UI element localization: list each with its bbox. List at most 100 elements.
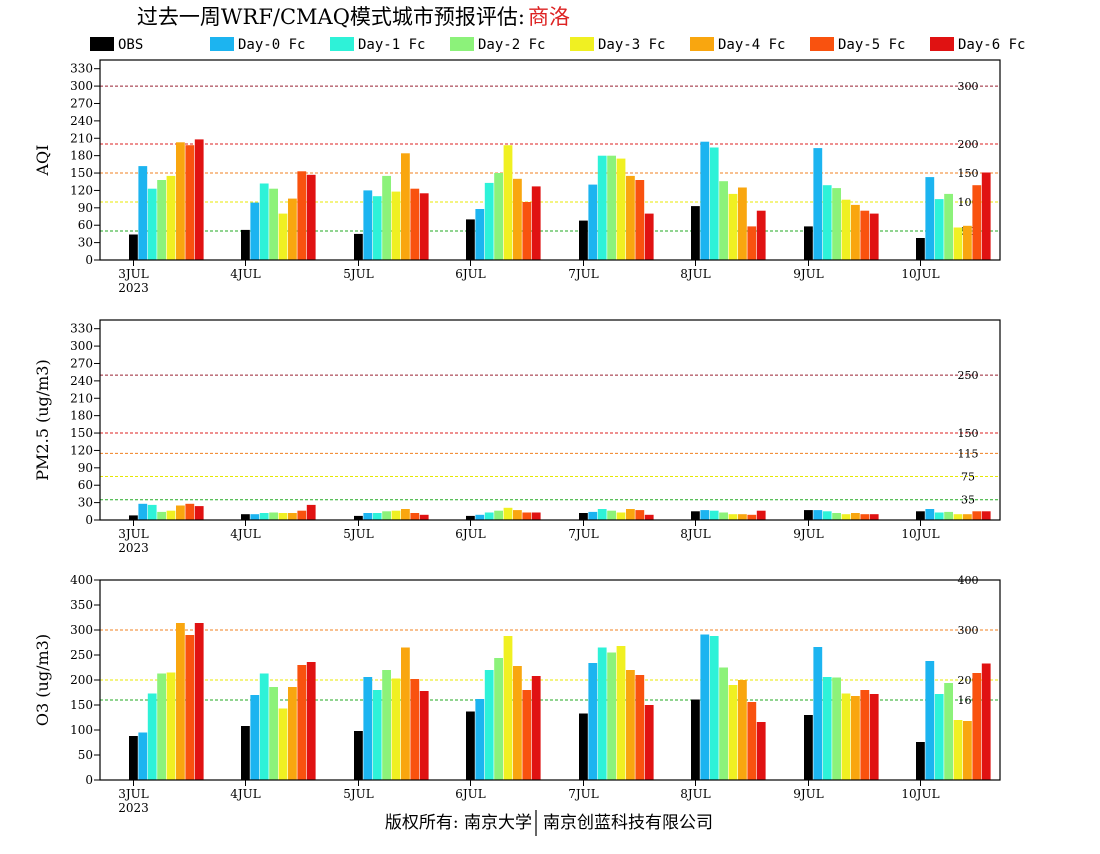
bar bbox=[934, 694, 944, 780]
title-main: 过去一周WRF/CMAQ模式城市预报评估: bbox=[137, 5, 525, 29]
y-tick-label: 30 bbox=[78, 236, 93, 250]
bar bbox=[963, 721, 972, 780]
bar bbox=[484, 512, 494, 520]
y-tick-label: 400 bbox=[70, 573, 93, 587]
y-tick-label: 350 bbox=[70, 598, 93, 612]
title-city: 商洛 bbox=[528, 5, 570, 29]
bar bbox=[259, 513, 269, 520]
y-tick-label: 60 bbox=[78, 218, 93, 232]
x-tick-label: 4JUL bbox=[230, 787, 261, 801]
bar bbox=[166, 672, 176, 780]
bar bbox=[832, 677, 841, 780]
bar bbox=[804, 715, 813, 780]
footer-svg: 版权所有: 南京大学 南京创蓝科技有限公司 bbox=[385, 810, 713, 836]
x-tick-label: 6JUL bbox=[455, 527, 486, 541]
bar bbox=[747, 226, 757, 260]
bar bbox=[278, 708, 288, 780]
bar bbox=[813, 148, 823, 260]
bar bbox=[531, 676, 541, 780]
footer-copyright: 版权所有: 南京大学 bbox=[385, 813, 532, 833]
bar bbox=[147, 188, 157, 260]
bar bbox=[269, 188, 278, 260]
y-tick-label: 210 bbox=[70, 391, 93, 405]
bar bbox=[176, 505, 185, 520]
y-tick-label: 330 bbox=[70, 322, 93, 336]
y-tick-label: 300 bbox=[70, 79, 93, 93]
x-tick-label: 8JUL bbox=[680, 267, 711, 281]
threshold-label: 115 bbox=[958, 447, 979, 460]
y-tick-label: 300 bbox=[70, 623, 93, 637]
y-tick-label: 300 bbox=[70, 339, 93, 353]
bar bbox=[269, 687, 278, 780]
bar bbox=[269, 512, 278, 520]
bar bbox=[972, 511, 982, 520]
bar bbox=[691, 206, 700, 260]
x-year-label: 2023 bbox=[118, 541, 149, 555]
bar bbox=[157, 673, 166, 780]
bar bbox=[475, 699, 485, 780]
bar bbox=[925, 661, 935, 780]
bar bbox=[166, 175, 176, 260]
x-tick-label: 5JUL bbox=[343, 787, 374, 801]
chart-panel-2: 0 30 60 90 120 150 180 210 240 270 300 330 PM2.5 (ug… bbox=[33, 319, 1001, 555]
bar bbox=[194, 139, 204, 260]
threshold-label: 35 bbox=[961, 494, 975, 507]
bar bbox=[466, 219, 475, 260]
bar bbox=[719, 512, 728, 520]
bar bbox=[747, 514, 757, 520]
bar bbox=[869, 213, 879, 260]
bar bbox=[700, 141, 710, 260]
bar bbox=[972, 673, 982, 780]
bar bbox=[953, 720, 963, 780]
bar bbox=[851, 513, 860, 520]
bar bbox=[250, 695, 260, 780]
y-tick-label: 180 bbox=[70, 409, 93, 423]
bar bbox=[372, 690, 382, 780]
y-tick-label: 30 bbox=[78, 496, 93, 510]
x-tick-label: 8JUL bbox=[680, 527, 711, 541]
bar bbox=[513, 510, 522, 520]
y-tick-label: 90 bbox=[78, 461, 93, 475]
x-tick-label: 6JUL bbox=[455, 267, 486, 281]
bar bbox=[841, 514, 851, 520]
bar bbox=[147, 693, 157, 780]
y-axis-label: PM2.5 (ug/m3) bbox=[33, 359, 52, 480]
bar bbox=[953, 227, 963, 260]
y-tick-label: 150 bbox=[70, 426, 93, 440]
bar bbox=[972, 185, 982, 260]
bar bbox=[756, 510, 766, 520]
bar bbox=[241, 229, 250, 260]
bar bbox=[588, 184, 598, 260]
bar bbox=[851, 204, 860, 260]
bar bbox=[363, 677, 373, 780]
x-tick-label: 3JUL bbox=[118, 527, 149, 541]
bar bbox=[466, 711, 475, 780]
threshold-label: 150 bbox=[958, 427, 979, 440]
bar bbox=[944, 683, 953, 780]
bar bbox=[981, 172, 991, 260]
bar bbox=[719, 181, 728, 260]
chart-panel-1: 0306090120150180210240270300330AQI501001… bbox=[33, 59, 1001, 295]
bar bbox=[241, 514, 250, 520]
x-tick-label: 10JUL bbox=[901, 527, 939, 541]
x-tick-label: 10JUL bbox=[901, 267, 939, 281]
bar bbox=[522, 512, 532, 520]
bar bbox=[297, 665, 307, 780]
bar bbox=[354, 515, 363, 520]
y-tick-label: 0 bbox=[85, 773, 93, 787]
bar bbox=[616, 158, 626, 260]
x-tick-label: 6JUL bbox=[455, 787, 486, 801]
bar bbox=[306, 662, 316, 780]
bar bbox=[129, 234, 138, 260]
bar bbox=[194, 506, 204, 520]
plot-frame bbox=[99, 319, 1001, 521]
bar bbox=[259, 183, 269, 260]
bar bbox=[484, 670, 494, 780]
bar bbox=[391, 191, 401, 260]
bar bbox=[944, 193, 953, 260]
bar bbox=[607, 652, 616, 780]
bar bbox=[531, 186, 541, 260]
bar bbox=[401, 647, 410, 780]
bar bbox=[869, 694, 879, 780]
